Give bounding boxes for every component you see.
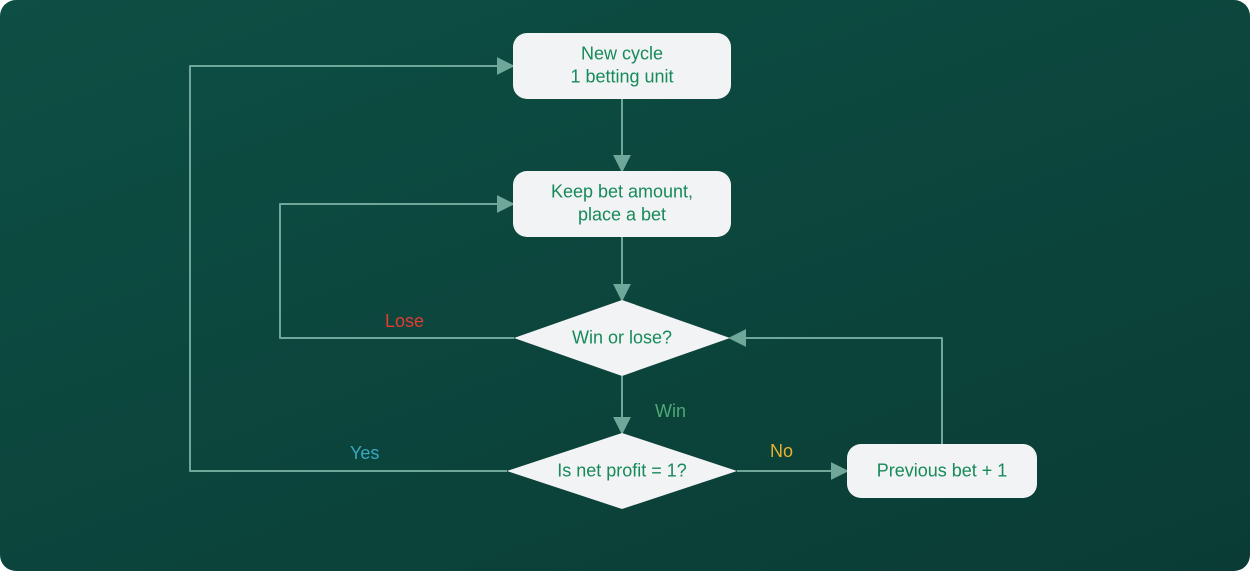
edge-e_prev_wl [730,338,942,444]
edge-e_np_new [190,66,513,471]
flowchart-canvas: Win No Lose Yes New cycle 1 betting unit Keep… [0,0,1250,571]
node-label-netProfit: Is net profit = 1? [557,459,687,482]
edge-label-e_np_prev: No [770,440,793,463]
node-label-keepBet: Keep bet amount, place a bet [551,181,693,228]
edge-label-e_np_new: Yes [350,442,379,465]
edge-label-e_wl_np: Win [655,400,686,423]
node-label-winLose: Win or lose? [572,326,672,349]
node-label-prevBet: Previous bet + 1 [877,459,1008,482]
node-label-newCycle: New cycle 1 betting unit [570,43,673,90]
edge-label-e_wl_keep: Lose [385,310,424,333]
